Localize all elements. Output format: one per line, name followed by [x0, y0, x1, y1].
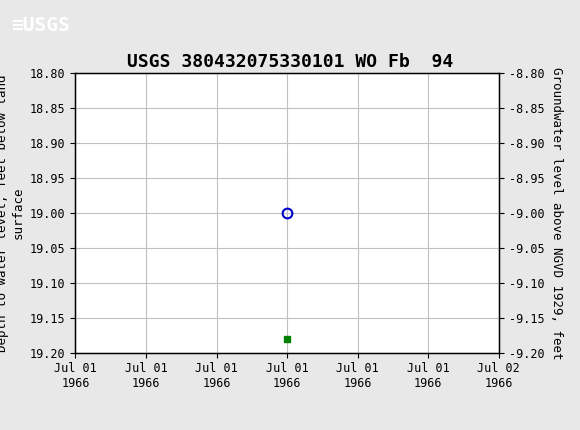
Y-axis label: Groundwater level above NGVD 1929, feet: Groundwater level above NGVD 1929, feet — [550, 67, 563, 359]
Text: ≡USGS: ≡USGS — [12, 16, 70, 35]
Text: USGS 380432075330101 WO Fb  94: USGS 380432075330101 WO Fb 94 — [127, 53, 453, 71]
Y-axis label: Depth to water level, feet below land
surface: Depth to water level, feet below land su… — [0, 74, 24, 352]
